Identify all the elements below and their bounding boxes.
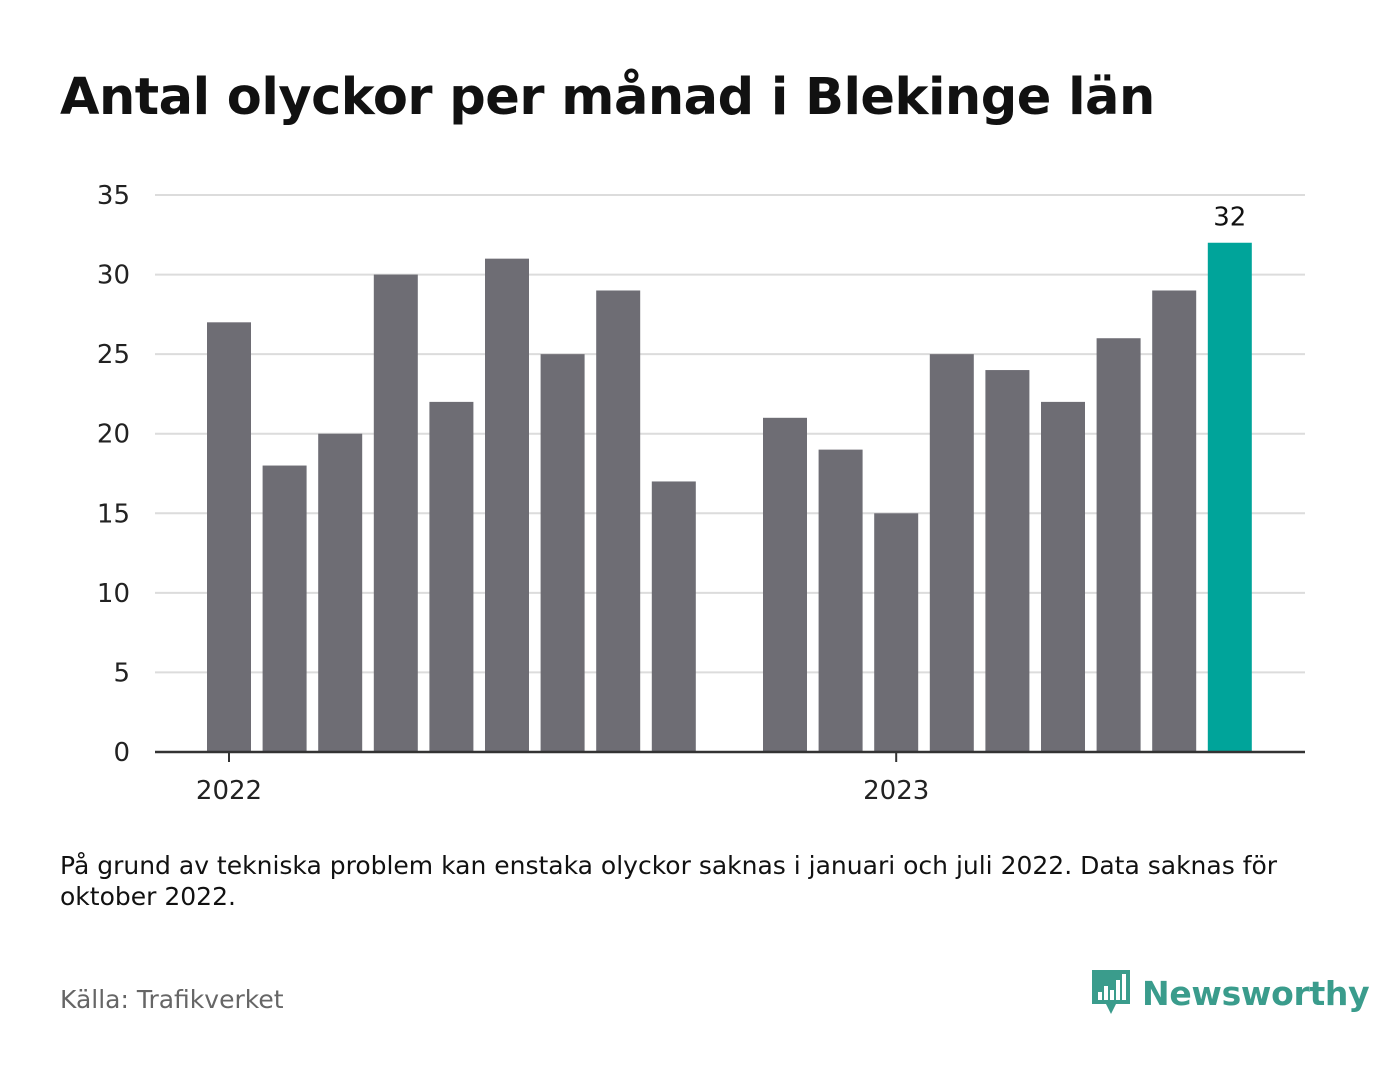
bar-2023-06 <box>1152 290 1197 752</box>
brand[interactable]: Newsworthy <box>1090 968 1370 1018</box>
y-tick-label: 30 <box>97 261 130 291</box>
bar-2022-09 <box>651 481 696 752</box>
bar-2023-02 <box>929 354 974 752</box>
y-tick-label: 15 <box>97 499 130 529</box>
bar-2023-01 <box>874 513 919 752</box>
bar-2023-07 <box>1207 242 1252 752</box>
bar-2023-05 <box>1096 338 1141 752</box>
bar-2022-04 <box>373 274 418 752</box>
bar-2022-02 <box>262 465 307 752</box>
bar-2022-07 <box>540 354 585 752</box>
bar-2022-12 <box>818 449 863 752</box>
bar-2022-11 <box>763 417 807 752</box>
bar-2023-04 <box>1041 401 1085 752</box>
y-axis-ticks: 0 5 10 15 20 25 30 35 <box>97 181 130 768</box>
bar-chart: 0 5 10 15 20 25 30 35 2022 2023 32 <box>97 181 1305 806</box>
y-tick-label: 25 <box>97 340 130 370</box>
chart-note: På grund av tekniska problem kan enstaka… <box>60 851 1278 911</box>
y-tick-label: 0 <box>113 738 130 768</box>
x-axis: 2022 2023 <box>155 750 1305 806</box>
y-tick-label: 35 <box>97 181 130 211</box>
highlight-value-label: 32 <box>1213 203 1246 233</box>
bar-2022-05 <box>429 401 474 752</box>
x-tick-label-2022: 2022 <box>196 776 262 806</box>
bar-2022-03 <box>318 433 363 752</box>
y-tick-label: 10 <box>97 579 130 609</box>
newsworthy-logo-icon <box>1092 970 1130 1014</box>
bar-2022-06 <box>485 258 529 752</box>
y-tick-label: 20 <box>97 420 130 450</box>
y-tick-label: 5 <box>113 658 130 688</box>
bar-2023-03 <box>985 370 1030 752</box>
x-tick-label-2023: 2023 <box>863 776 929 806</box>
bars <box>207 242 1252 752</box>
chart-title: Antal olyckor per månad i Blekinge län <box>60 68 1155 127</box>
source-text: Källa: Trafikverket <box>60 985 284 1014</box>
brand-name: Newsworthy <box>1142 973 1370 1013</box>
bar-2022-01 <box>207 322 251 752</box>
bar-2022-08 <box>596 290 641 752</box>
value-labels: 32 <box>1213 203 1246 233</box>
